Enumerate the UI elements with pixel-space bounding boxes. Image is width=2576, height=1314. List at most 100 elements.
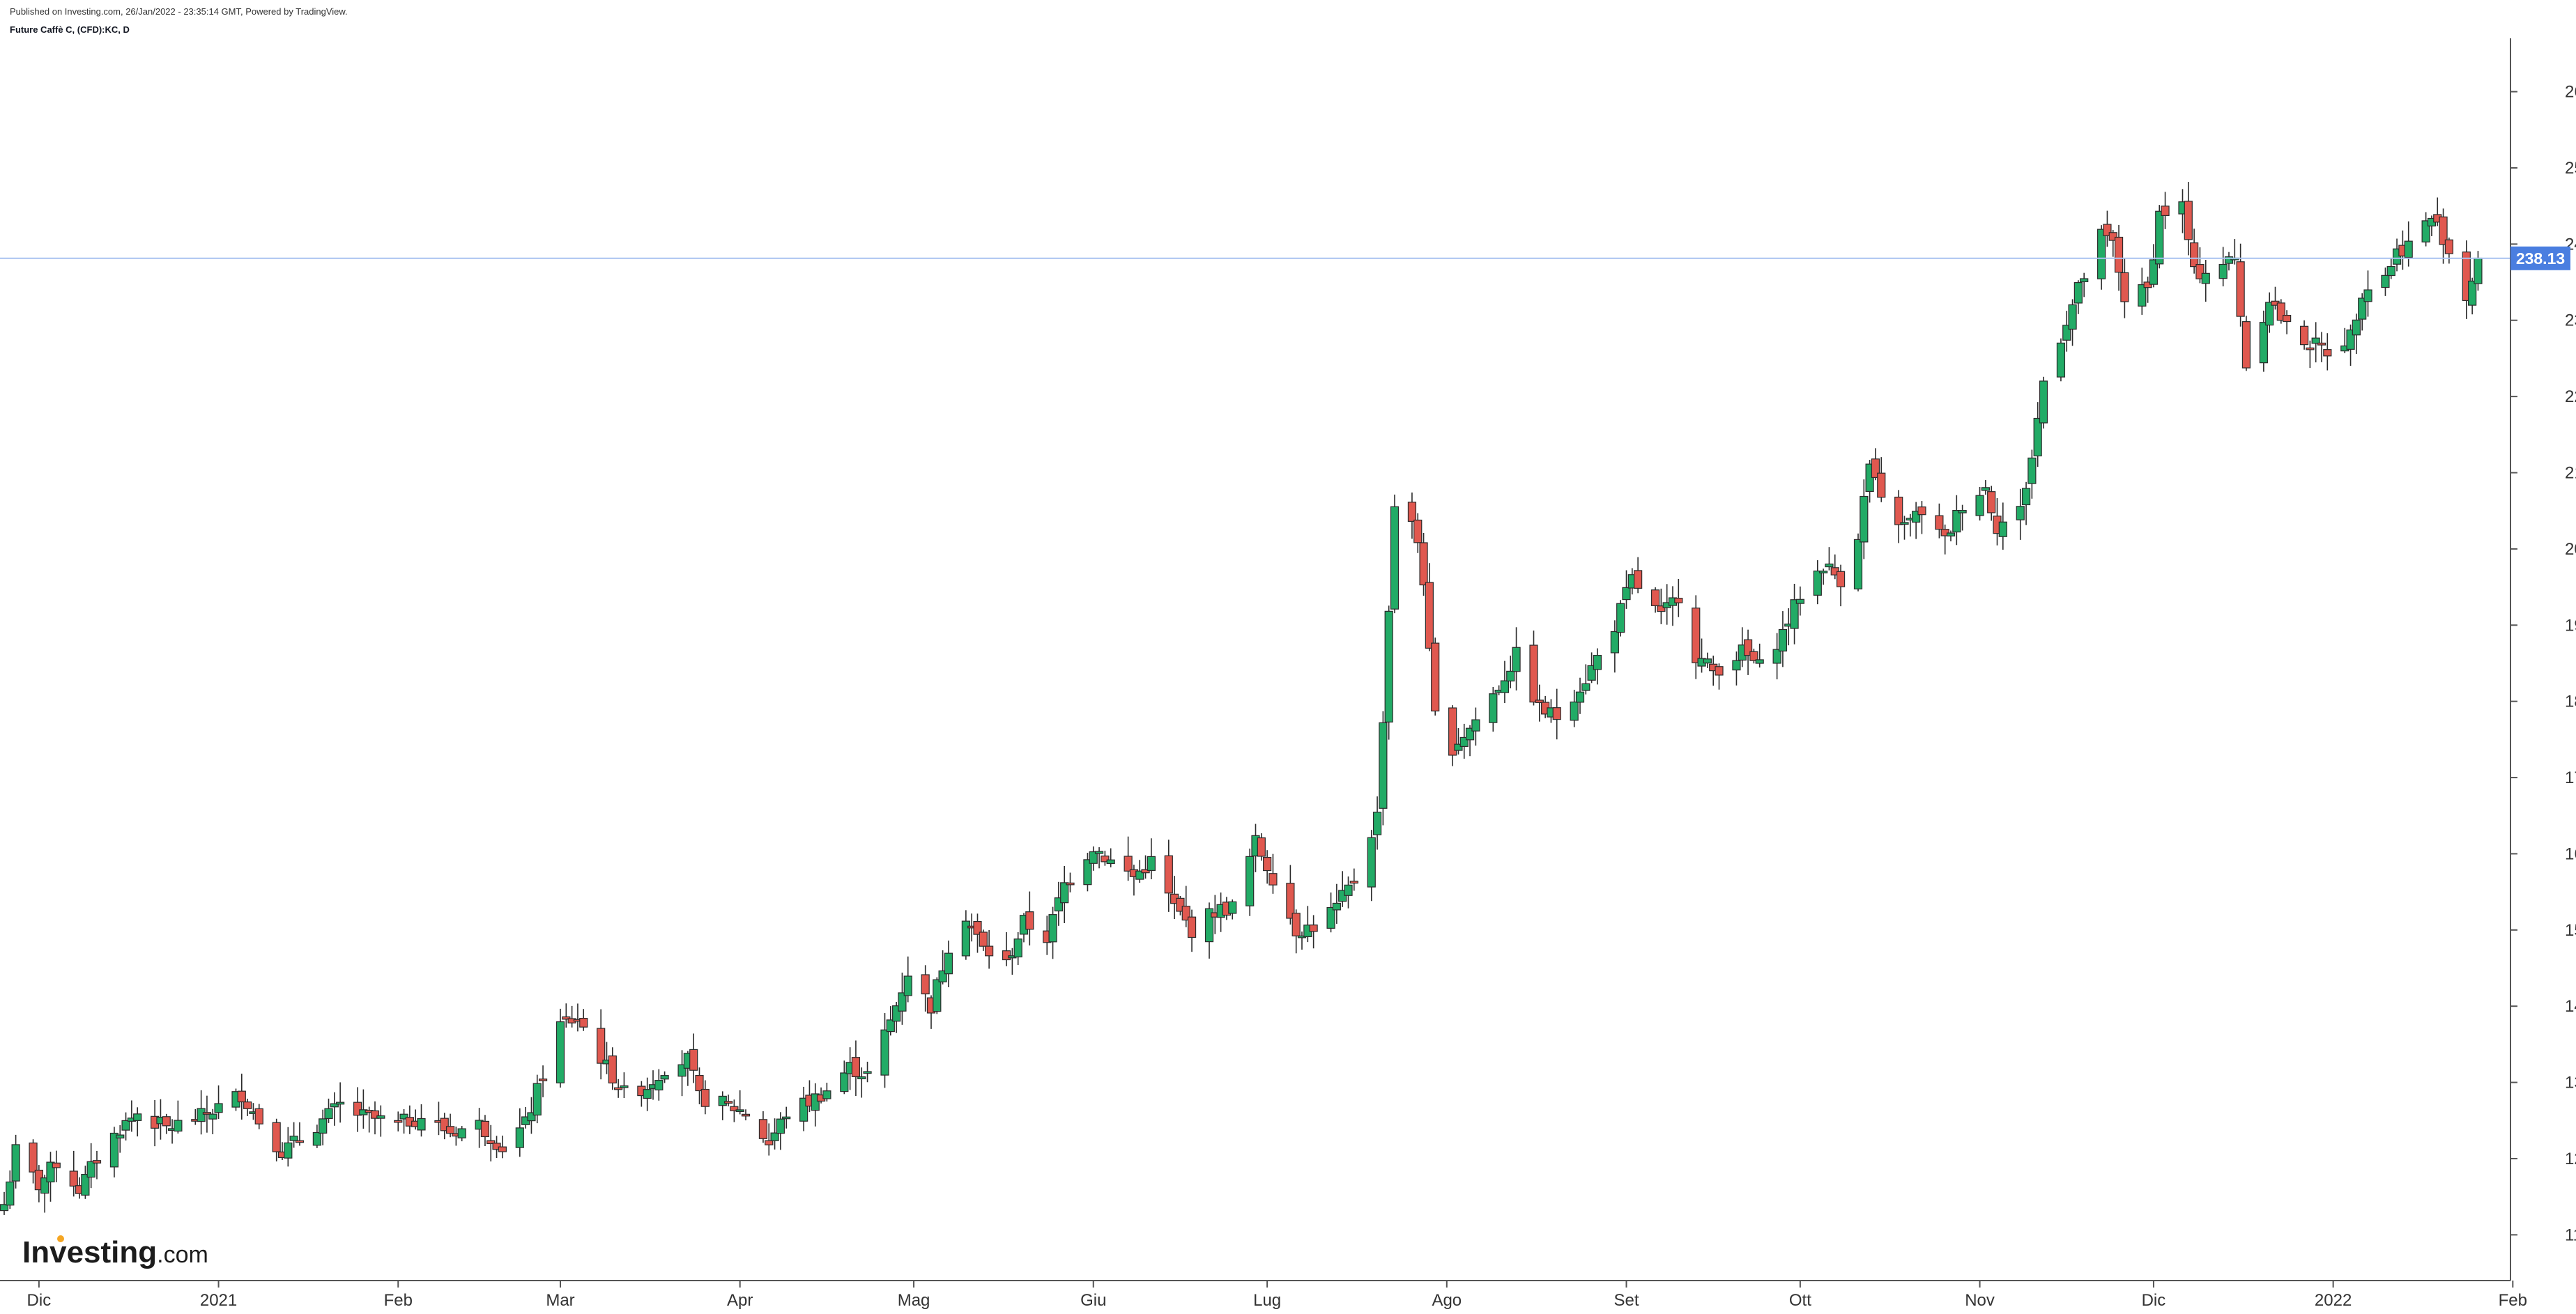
candle: [353, 1087, 362, 1132]
candle: [2218, 247, 2228, 287]
candle: [1060, 865, 1069, 923]
candle: [1303, 906, 1312, 943]
candle: [214, 1085, 223, 1119]
candle: [1425, 563, 1434, 651]
time-tick-label: Dic: [2142, 1291, 2166, 1310]
time-tick-label: Lug: [1253, 1291, 1281, 1310]
price-tick-label: 130.00: [2565, 1074, 2576, 1092]
candle: [1917, 501, 1926, 534]
candle: [2120, 258, 2129, 318]
candle: [1552, 688, 1561, 740]
candle: [2149, 244, 2159, 288]
candle: [1013, 932, 1022, 965]
candle: [1124, 836, 1133, 881]
candle: [1853, 533, 1863, 592]
candle: [1749, 649, 1758, 664]
candle: [1952, 495, 1961, 546]
candle: [370, 1101, 380, 1135]
candle: [284, 1127, 293, 1167]
candle: [1089, 846, 1098, 871]
symbol-title: Future Caffè C, (CFD):KC, D: [10, 24, 130, 35]
candle: [336, 1082, 345, 1123]
candle: [52, 1150, 61, 1182]
candle: [1147, 838, 1156, 880]
candle: [2097, 225, 2106, 290]
candle: [2306, 340, 2315, 369]
candle: [1795, 586, 1804, 616]
price-tick-label: 110.00: [2565, 1226, 2576, 1244]
candle: [1083, 853, 1092, 892]
candle: [1349, 868, 1358, 891]
candle: [944, 941, 953, 988]
candle: [1634, 557, 1643, 594]
candle: [921, 965, 930, 1012]
candle: [457, 1126, 466, 1142]
candle: [2073, 280, 2083, 314]
candle: [1998, 502, 2007, 550]
price-tick-label: 150.00: [2565, 921, 2576, 940]
candle: [243, 1098, 252, 1116]
candle: [1367, 830, 1376, 902]
candle: [973, 913, 982, 953]
time-axis[interactable]: Dic 2021 Feb Mar Apr Mag Giu Lug Ago Set Ott Nov Dic…: [0, 1280, 2527, 1310]
candle: [2346, 324, 2355, 366]
candle: [2103, 210, 2112, 247]
candle: [1187, 909, 1197, 952]
time-tick-label: 2021: [200, 1291, 237, 1310]
candle: [538, 1065, 548, 1097]
candle: [1674, 578, 1683, 617]
candle: [237, 1074, 246, 1120]
time-tick-label: Mag: [898, 1291, 930, 1310]
candle: [2062, 311, 2071, 352]
candle: [2392, 238, 2402, 272]
candle: [1176, 895, 1185, 915]
price-axis[interactable]: 110.00 120.00 130.00 140.00 150.00 160.00 170.…: [2510, 38, 2576, 1281]
candle: [1263, 850, 1272, 884]
candle: [1390, 494, 1400, 614]
candle: [1743, 629, 1753, 675]
candle: [324, 1098, 333, 1123]
candle: [0, 1191, 9, 1215]
candle: [1228, 899, 1237, 920]
candle: [1877, 457, 1886, 502]
candle: [620, 1072, 629, 1099]
candle: [822, 1083, 831, 1102]
candle: [272, 1118, 281, 1161]
time-tick-label: 2022: [2315, 1291, 2352, 1310]
candle: [799, 1086, 808, 1131]
price-tick-label: 180.00: [2565, 693, 2576, 711]
price-tick-label: 250.00: [2565, 159, 2576, 178]
candle: [689, 1033, 698, 1083]
time-tick-label: Nov: [1965, 1291, 1995, 1310]
last-price-label: 238.13: [2516, 249, 2565, 268]
candle: [1529, 631, 1538, 706]
candle: [6, 1170, 15, 1209]
candle: [202, 1095, 212, 1133]
candle: [892, 1001, 901, 1033]
candle: [2468, 277, 2477, 315]
logo-dot-icon: [57, 1235, 64, 1242]
last-price-tag-bg: [2510, 246, 2570, 270]
published-note: Published on Investing.com, 26/Jan/2022 …: [10, 6, 348, 17]
candle: [2265, 292, 2274, 333]
candle: [654, 1069, 664, 1101]
candle: [1106, 848, 1115, 867]
candle: [312, 1124, 321, 1148]
candle: [1309, 915, 1318, 949]
candle: [1454, 728, 1463, 755]
candle: [2323, 333, 2332, 371]
investing-logo[interactable]: Investing.com: [22, 1235, 208, 1269]
candle: [1431, 637, 1440, 716]
candle: [1703, 652, 1712, 668]
candle: [1912, 502, 1921, 539]
candle: [1291, 909, 1301, 954]
candle: [417, 1104, 426, 1137]
price-tick-label: 260.00: [2565, 83, 2576, 102]
candle: [660, 1071, 669, 1083]
candle: [2068, 299, 2077, 346]
candle: [1935, 503, 1944, 539]
candle: [2283, 310, 2292, 334]
candle: [1379, 711, 1388, 826]
candle: [515, 1108, 524, 1157]
